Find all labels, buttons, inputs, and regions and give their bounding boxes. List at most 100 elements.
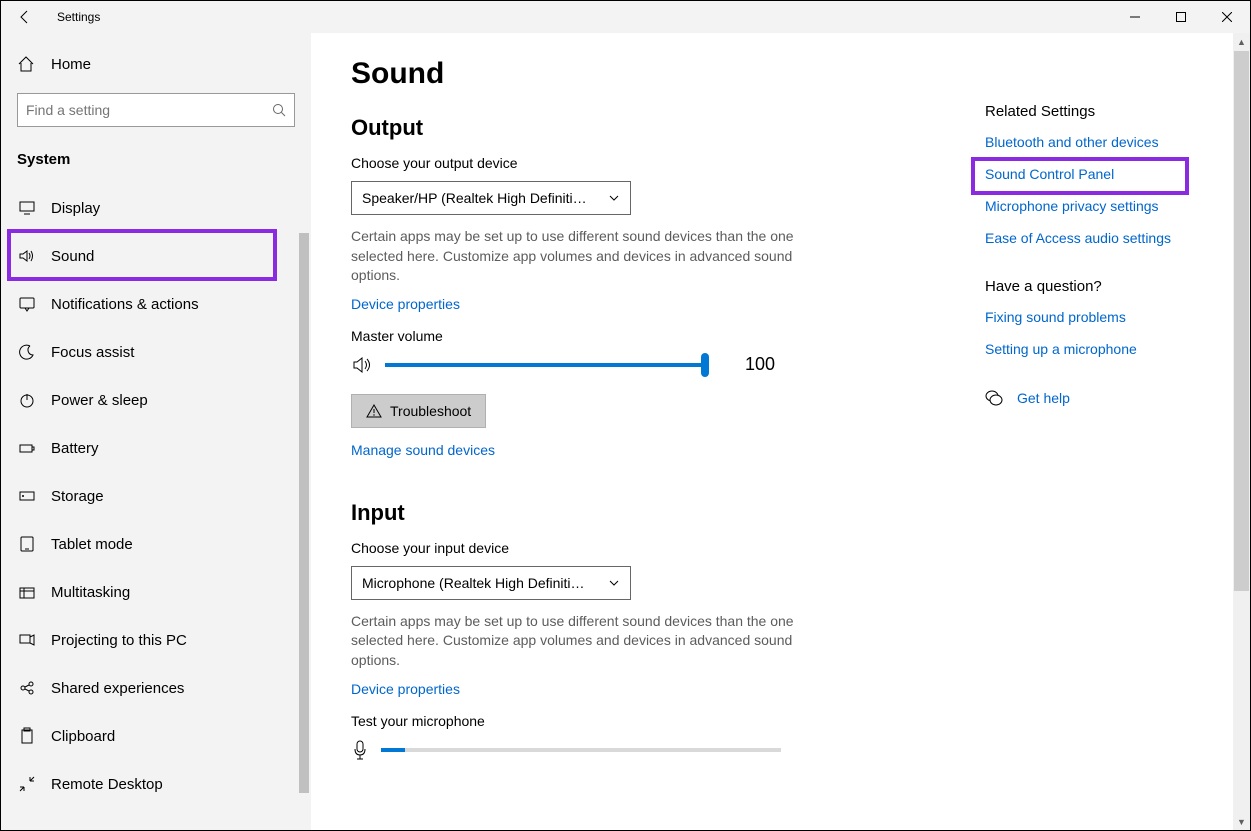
warning-icon [366,403,382,419]
sound-icon [17,247,37,265]
input-device-select[interactable]: Microphone (Realtek High Definiti… [351,566,631,600]
sidebar-item-clipboard[interactable]: Clipboard [1,712,311,760]
mic-level-fill [381,748,405,752]
input-device-properties-link[interactable]: Device properties [351,681,460,697]
sidebar-item-label: Projecting to this PC [51,632,187,649]
chevron-down-icon [608,192,620,204]
sidebar-home-label: Home [51,56,91,73]
output-device-select[interactable]: Speaker/HP (Realtek High Definiti… [351,181,631,215]
output-heading: Output [351,115,945,141]
microphone-icon [351,739,369,761]
scroll-up-arrow[interactable]: ▲ [1233,33,1250,50]
sidebar-scrollbar[interactable] [293,33,311,830]
multitask-icon [17,583,37,601]
related-settings-title: Related Settings [985,103,1230,120]
output-choose-label: Choose your output device [351,155,945,171]
sidebar-item-label: Display [51,200,100,217]
content-area: Sound Output Choose your output device S… [311,33,1250,830]
question-link-1[interactable]: Setting up a microphone [985,341,1230,357]
home-icon [17,55,37,73]
sidebar-home[interactable]: Home [1,45,311,83]
test-mic-label: Test your microphone [351,713,945,729]
page-title: Sound [351,57,945,91]
sidebar-item-shared-experiences[interactable]: Shared experiences [1,664,311,712]
sidebar-item-sound[interactable]: Sound [1,232,311,280]
sidebar-item-label: Multitasking [51,584,130,601]
sidebar-item-label: Sound [51,248,94,265]
minimize-button[interactable] [1112,1,1158,33]
related-link-2[interactable]: Microphone privacy settings [985,198,1230,214]
maximize-button[interactable] [1158,1,1204,33]
content-scrollbar[interactable]: ▲ ▼ [1233,33,1250,830]
search-input[interactable] [26,102,272,118]
input-description: Certain apps may be set up to use differ… [351,612,801,671]
sidebar-item-notifications-actions[interactable]: Notifications & actions [1,280,311,328]
remote-icon [17,775,37,793]
battery-icon [17,439,37,457]
search-icon [272,103,286,117]
moon-icon [17,343,37,361]
master-volume-slider[interactable] [385,363,705,367]
troubleshoot-button[interactable]: Troubleshoot [351,394,486,428]
sidebar-item-storage[interactable]: Storage [1,472,311,520]
volume-slider-thumb[interactable] [701,353,709,377]
related-link-1[interactable]: Sound Control Panel [985,166,1230,182]
sidebar-item-display[interactable]: Display [1,184,311,232]
sidebar-item-label: Clipboard [51,728,115,745]
sidebar-item-remote-desktop[interactable]: Remote Desktop [1,760,311,808]
manage-sound-devices-link[interactable]: Manage sound devices [351,442,495,458]
sidebar-item-label: Remote Desktop [51,776,163,793]
close-button[interactable] [1204,1,1250,33]
get-help-icon [985,389,1003,407]
related-link-0[interactable]: Bluetooth and other devices [985,134,1230,150]
sidebar-section-title: System [1,143,311,184]
notifications-icon [17,295,37,313]
sidebar-item-label: Notifications & actions [51,296,199,313]
output-device-properties-link[interactable]: Device properties [351,296,460,312]
sidebar-item-battery[interactable]: Battery [1,424,311,472]
volume-value: 100 [745,354,785,375]
output-description: Certain apps may be set up to use differ… [351,227,801,286]
display-icon [17,199,37,217]
sidebar-item-multitasking[interactable]: Multitasking [1,568,311,616]
sidebar-item-tablet-mode[interactable]: Tablet mode [1,520,311,568]
get-help-row[interactable]: Get help [985,389,1230,407]
content-scrollbar-thumb[interactable] [1234,51,1249,591]
sidebar-item-label: Storage [51,488,104,505]
sidebar-item-label: Tablet mode [51,536,133,553]
output-device-value: Speaker/HP (Realtek High Definiti… [362,190,587,206]
input-choose-label: Choose your input device [351,540,945,556]
question-title: Have a question? [985,278,1230,295]
input-heading: Input [351,500,945,526]
sidebar-item-label: Power & sleep [51,392,148,409]
sidebar-item-focus-assist[interactable]: Focus assist [1,328,311,376]
clipboard-icon [17,727,37,745]
share-icon [17,679,37,697]
sidebar: Home System Display Sound Notifications & … [1,33,311,830]
input-device-value: Microphone (Realtek High Definiti… [362,575,585,591]
search-box[interactable] [17,93,295,127]
main-panel: Sound Output Choose your output device S… [311,33,985,830]
speaker-icon[interactable] [351,354,373,376]
window-title: Settings [49,10,100,24]
related-link-3[interactable]: Ease of Access audio settings [985,230,1230,246]
sidebar-item-projecting-to-this-pc[interactable]: Projecting to this PC [1,616,311,664]
sidebar-item-power-sleep[interactable]: Power & sleep [1,376,311,424]
chevron-down-icon [608,577,620,589]
sidebar-item-label: Battery [51,440,99,457]
tablet-icon [17,535,37,553]
mic-level-bar [381,748,781,752]
storage-icon [17,487,37,505]
question-link-0[interactable]: Fixing sound problems [985,309,1230,325]
power-icon [17,391,37,409]
sidebar-item-label: Shared experiences [51,680,184,697]
back-button[interactable] [1,1,49,33]
get-help-link[interactable]: Get help [1017,390,1070,406]
sidebar-item-label: Focus assist [51,344,134,361]
scroll-down-arrow[interactable]: ▼ [1233,813,1250,830]
master-volume-label: Master volume [351,328,945,344]
aside-panel: Related Settings Bluetooth and other dev… [985,33,1250,830]
troubleshoot-label: Troubleshoot [390,403,471,419]
sidebar-scrollbar-thumb[interactable] [299,233,309,793]
titlebar: Settings [1,1,1250,33]
